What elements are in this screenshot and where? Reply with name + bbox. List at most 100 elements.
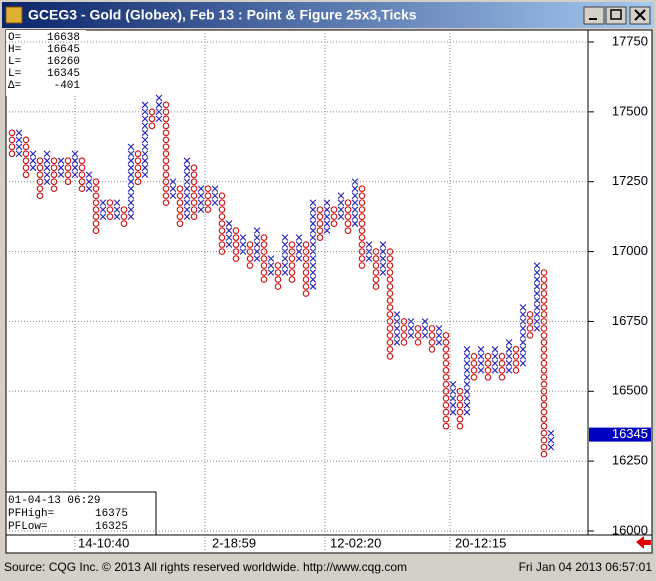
o-column bbox=[442, 332, 450, 430]
x-box bbox=[309, 213, 317, 220]
o-column bbox=[302, 241, 310, 297]
x-box bbox=[183, 171, 191, 179]
minimize-button[interactable] bbox=[583, 6, 605, 25]
title-bar bbox=[2, 2, 654, 28]
o-column bbox=[36, 157, 44, 200]
x-box bbox=[127, 157, 135, 165]
x-box bbox=[57, 171, 65, 179]
x-box bbox=[71, 171, 79, 179]
x-box bbox=[127, 150, 135, 158]
o-box bbox=[386, 297, 394, 304]
x-box bbox=[463, 387, 471, 395]
x-box bbox=[43, 178, 51, 186]
o-box bbox=[232, 255, 240, 262]
x-box bbox=[197, 192, 205, 200]
price-axis bbox=[587, 29, 653, 536]
o-box bbox=[92, 213, 100, 220]
x-column bbox=[197, 185, 205, 213]
x-box bbox=[281, 269, 289, 276]
o-box bbox=[540, 429, 548, 437]
x-box bbox=[533, 269, 541, 276]
cursor-label: PFHigh= bbox=[8, 508, 54, 520]
o-column bbox=[64, 157, 72, 186]
o-box bbox=[78, 185, 86, 193]
o-box bbox=[540, 422, 548, 430]
o-box bbox=[442, 339, 450, 346]
x-tick-label: 2-18:59 bbox=[212, 535, 256, 550]
o-box bbox=[190, 213, 198, 220]
x-box bbox=[211, 199, 219, 206]
o-box bbox=[540, 408, 548, 416]
x-box bbox=[505, 360, 513, 367]
x-box bbox=[15, 136, 23, 144]
x-box bbox=[421, 325, 429, 332]
info-label: Δ= bbox=[8, 80, 21, 92]
o-box bbox=[540, 415, 548, 423]
x-box bbox=[169, 185, 177, 193]
o-box bbox=[540, 443, 548, 451]
x-box bbox=[183, 185, 191, 193]
o-box bbox=[302, 241, 310, 248]
o-box bbox=[232, 241, 240, 248]
o-box bbox=[358, 199, 366, 207]
window-buttons[interactable] bbox=[583, 6, 651, 25]
o-box bbox=[162, 136, 170, 144]
o-box bbox=[344, 206, 352, 213]
cursor-value: 16325 bbox=[95, 521, 128, 533]
x-box bbox=[491, 346, 499, 353]
o-column bbox=[414, 325, 422, 346]
x-column bbox=[141, 101, 149, 179]
x-box bbox=[127, 199, 135, 206]
o-column bbox=[344, 199, 352, 234]
o-box bbox=[162, 157, 170, 165]
x-box bbox=[127, 164, 135, 172]
o-box bbox=[484, 366, 492, 374]
o-box bbox=[386, 339, 394, 346]
cursor-time: 01-04-13 06:29 bbox=[8, 495, 100, 507]
o-box bbox=[470, 373, 478, 381]
footer-timestamp: Fri Jan 04 2013 06:57:01 bbox=[519, 560, 653, 574]
o-column bbox=[148, 108, 156, 130]
x-column bbox=[491, 346, 499, 374]
x-box bbox=[183, 157, 191, 165]
o-box bbox=[232, 234, 240, 241]
last-value-box bbox=[589, 427, 651, 442]
x-box bbox=[183, 164, 191, 172]
x-column bbox=[15, 129, 23, 158]
x-column bbox=[85, 171, 93, 193]
o-box bbox=[540, 436, 548, 444]
o-box bbox=[106, 199, 114, 207]
o-box bbox=[78, 171, 86, 179]
x-box bbox=[141, 101, 149, 109]
scroll-arrow[interactable] bbox=[636, 536, 651, 549]
x-box bbox=[113, 199, 121, 206]
x-box bbox=[211, 192, 219, 200]
footer-source: Source: CQG Inc. © 2013 All rights reser… bbox=[4, 560, 407, 574]
x-box bbox=[99, 213, 107, 220]
x-box bbox=[309, 276, 317, 283]
o-box bbox=[540, 353, 548, 360]
o-box bbox=[386, 262, 394, 269]
o-column bbox=[288, 241, 296, 283]
o-box bbox=[232, 248, 240, 255]
o-box bbox=[540, 311, 548, 318]
x-column bbox=[29, 150, 37, 172]
x-column bbox=[547, 429, 555, 451]
x-box bbox=[43, 171, 51, 179]
x-box bbox=[155, 115, 163, 123]
x-box bbox=[533, 311, 541, 318]
o-box bbox=[344, 227, 352, 234]
o-box bbox=[162, 199, 170, 207]
x-box bbox=[253, 234, 261, 241]
x-box bbox=[519, 325, 527, 332]
o-box bbox=[8, 143, 16, 151]
info-value: 16645 bbox=[47, 44, 80, 56]
o-box bbox=[92, 199, 100, 207]
o-box bbox=[526, 311, 534, 318]
o-box bbox=[372, 262, 380, 269]
o-box bbox=[50, 164, 58, 172]
o-box bbox=[274, 276, 282, 283]
o-column bbox=[456, 387, 464, 430]
o-box bbox=[344, 213, 352, 220]
o-box bbox=[302, 290, 310, 297]
